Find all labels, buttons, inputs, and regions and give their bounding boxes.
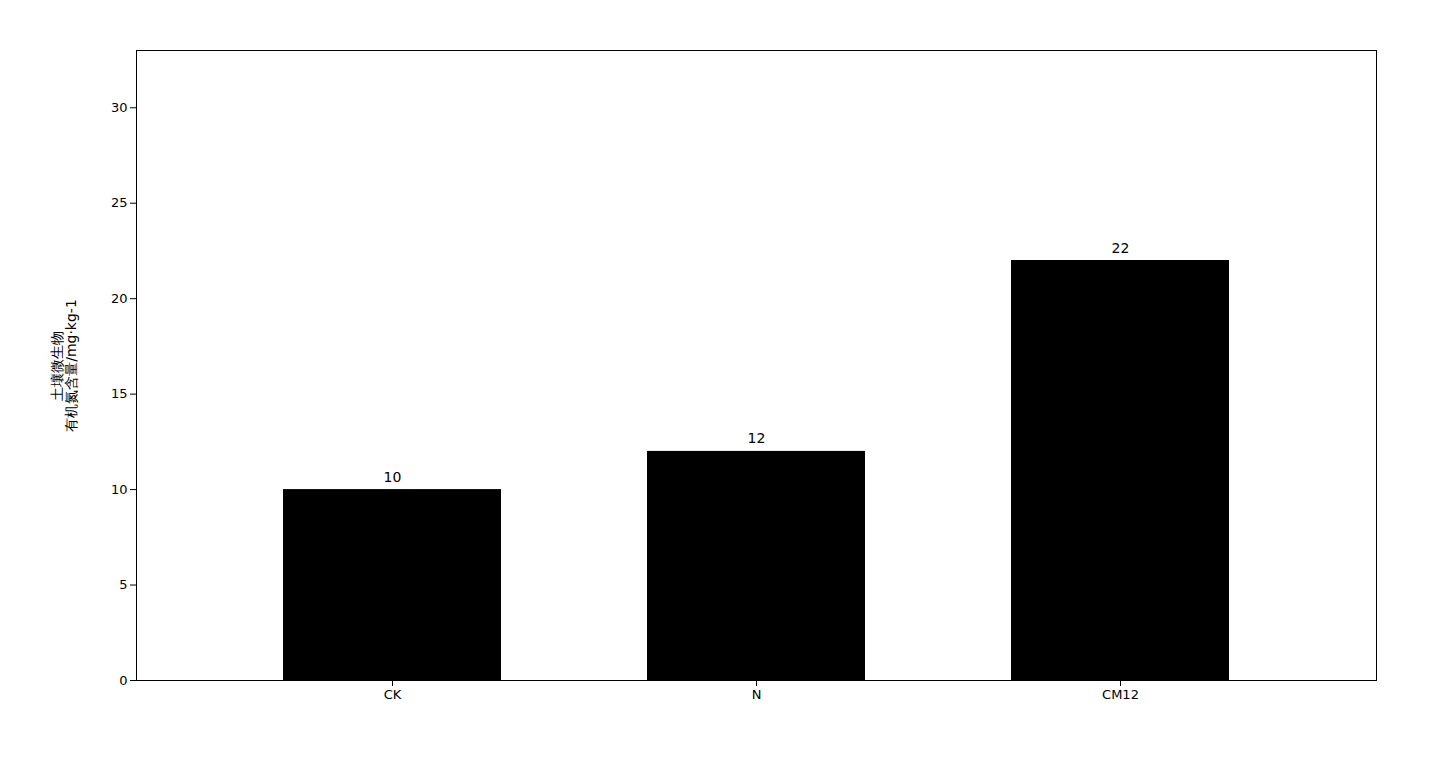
- svg-text:CM12: CM12: [1102, 687, 1139, 702]
- svg-text:土壤微生物有机氮含量/mg·kg-1: 土壤微生物有机氮含量/mg·kg-1: [49, 299, 79, 432]
- svg-text:0: 0: [119, 673, 127, 688]
- svg-text:10: 10: [111, 482, 128, 497]
- svg-text:20: 20: [111, 291, 128, 306]
- svg-text:25: 25: [111, 195, 128, 210]
- svg-text:30: 30: [111, 100, 128, 115]
- svg-text:5: 5: [119, 577, 127, 592]
- svg-text:22: 22: [1112, 240, 1130, 256]
- svg-text:12: 12: [748, 430, 766, 446]
- svg-text:15: 15: [111, 386, 128, 401]
- svg-text:N: N: [752, 687, 762, 702]
- svg-text:CK: CK: [384, 687, 402, 702]
- svg-text:10: 10: [384, 469, 402, 485]
